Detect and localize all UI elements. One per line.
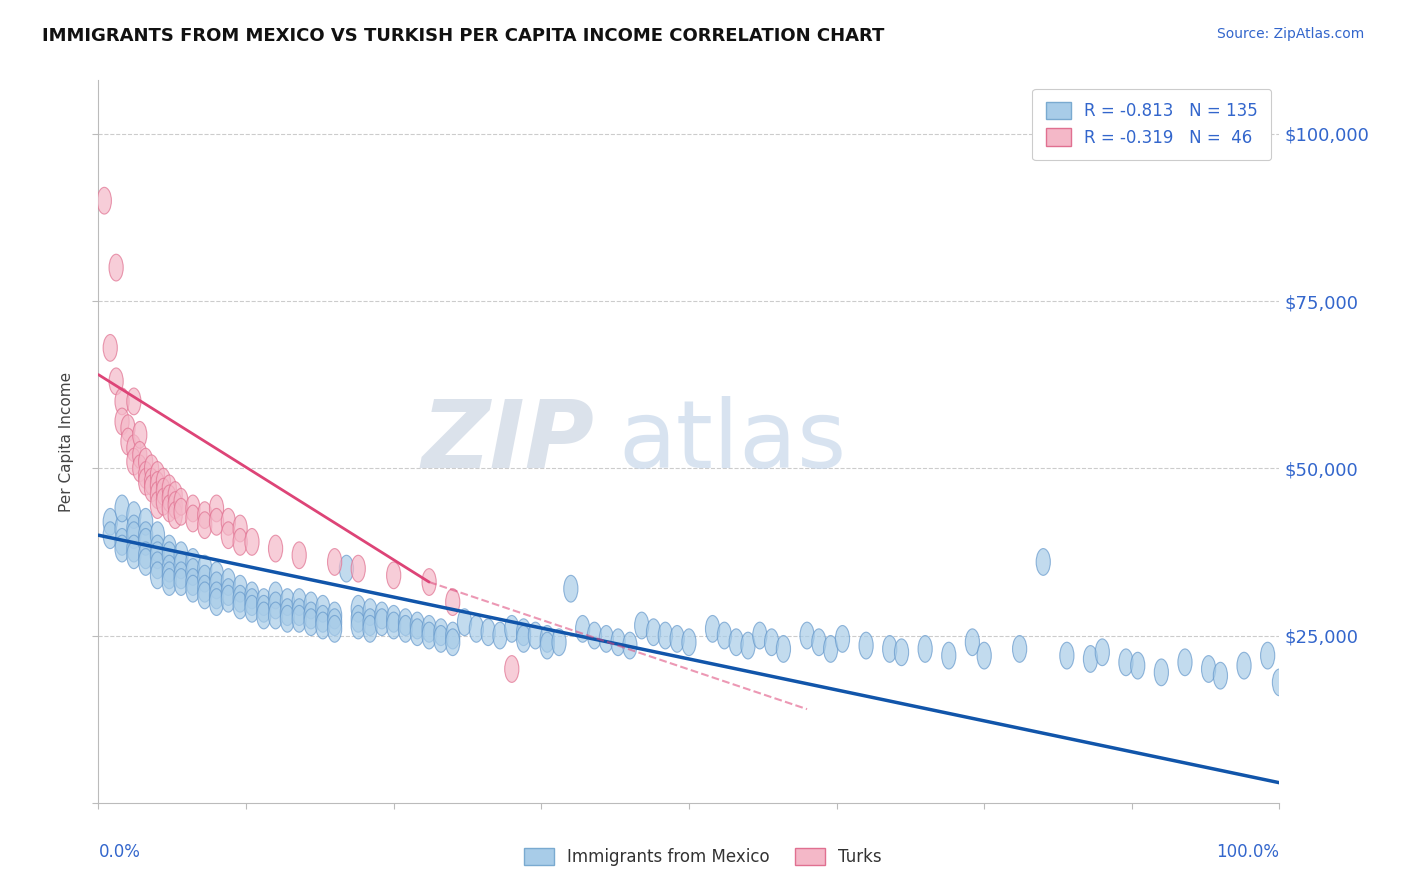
Text: IMMIGRANTS FROM MEXICO VS TURKISH PER CAPITA INCOME CORRELATION CHART: IMMIGRANTS FROM MEXICO VS TURKISH PER CA… — [42, 27, 884, 45]
Text: atlas: atlas — [619, 395, 846, 488]
Text: 100.0%: 100.0% — [1216, 843, 1279, 861]
Y-axis label: Per Capita Income: Per Capita Income — [59, 371, 75, 512]
Legend: R = -0.813   N = 135, R = -0.319   N =  46: R = -0.813 N = 135, R = -0.319 N = 46 — [1032, 88, 1271, 160]
Legend: Immigrants from Mexico, Turks: Immigrants from Mexico, Turks — [516, 840, 890, 875]
Text: 0.0%: 0.0% — [98, 843, 141, 861]
Text: Source: ZipAtlas.com: Source: ZipAtlas.com — [1216, 27, 1364, 41]
Text: ZIP: ZIP — [422, 395, 595, 488]
